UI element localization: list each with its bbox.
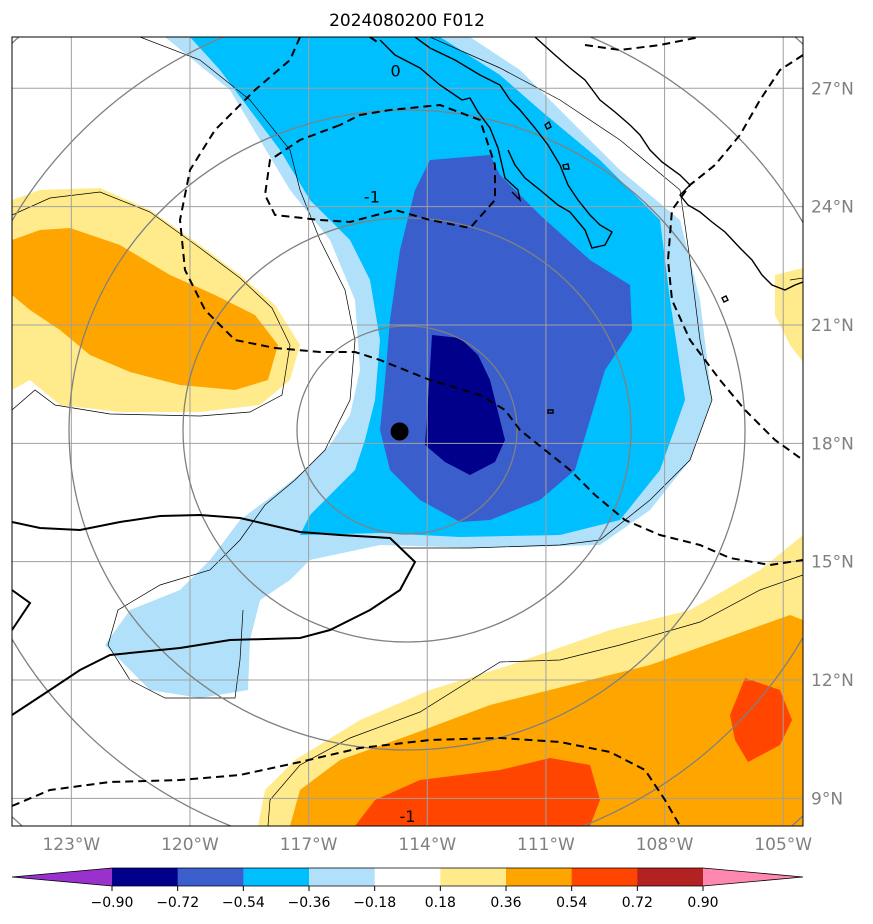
colorbar-segment [506,868,573,886]
colorbar-segment [243,868,310,886]
colorbar-under-arrow [12,868,112,886]
colorbar-segment [177,868,244,886]
plot-frame [11,36,804,827]
lat-tick-label: 27°N [811,79,854,99]
range-ring-1 [296,325,518,535]
fill-plus-036-west [12,228,278,390]
solid-contours [12,513,417,716]
range-ring-3 [68,109,746,751]
colorbar-tick-label: 0.72 [622,895,653,911]
lon-tick-label: 123°W [42,835,100,855]
fill-plus-054-south [355,758,600,826]
fill-outlines [12,37,803,826]
latitude-tick-labels: 27°N 24°N 21°N 18°N 15°N 12°N 9°N [811,79,854,809]
colorbar-tick-label: 0.18 [425,895,456,911]
colorbar: −0.90 −0.72 −0.54 −0.36 −0.18 0.18 0.36 0.54 0.7… [11,867,804,911]
colorbar-tick-label: −0.54 [222,895,265,911]
lon-tick-label: 120°W [161,835,219,855]
colorbar-tick-label: 0.90 [687,895,718,911]
storm-center-marker [390,422,409,441]
contour-dashed-south [12,736,681,826]
colorbar-segment [571,868,638,886]
outline-east-anomaly [789,277,803,281]
contour-label: -1 [400,807,416,826]
fill-plus-054-east [730,678,792,762]
contour-label: -1 [364,188,380,207]
coastline [379,37,803,414]
fill-plus-036-south [290,615,803,826]
coast-baja-east [414,37,613,249]
colorbar-segment [637,868,704,886]
colorbar-segment [309,868,376,886]
colorbar-tick-label: −0.72 [156,895,199,911]
negative-anomaly-fill [105,37,712,698]
lon-tick-label: 111°W [517,835,575,855]
lat-tick-label: 15°N [811,553,854,573]
fill-plus-018-east [775,268,803,362]
contour-solid-west [12,513,417,716]
outline-west-anomaly [12,191,291,417]
lon-tick-label: 105°W [754,835,812,855]
colorbar-segment [440,868,507,886]
colorbar-tick-label: 0.54 [556,895,587,911]
contour-labels: 0 -1 -1 [364,61,416,826]
colorbar-segment [112,868,179,886]
coast-baja-west [379,39,522,203]
colorbar-tick-label: −0.90 [91,895,134,911]
chart-title: 2024080200 F012 [329,11,485,31]
colorbar-tick-label: 0.36 [490,895,521,911]
outline-south-anomaly [267,574,803,826]
outline-negative-east [400,37,713,549]
lon-tick-label: 117°W [280,835,338,855]
contour-dashed-top [369,37,381,45]
fill-minus-072 [425,335,505,475]
colorbar-segment [374,868,441,886]
contour-dashed-north [178,37,803,567]
colorbar-tick-label: −0.18 [353,895,396,911]
coast-islet-1 [544,120,552,130]
colorbar-tick-label: −0.36 [288,895,331,911]
contour-solid-corner [12,589,32,631]
lat-tick-label: 24°N [811,198,854,218]
dashed-contours [12,37,803,826]
coast-mainland [534,37,803,291]
lat-tick-label: 21°N [811,316,854,336]
longitude-tick-labels: 123°W 120°W 117°W 114°W 111°W 108°W 105°W [42,835,812,855]
lat-tick-label: 12°N [811,671,854,691]
coast-islet-3 [721,295,729,303]
lon-tick-label: 114°W [398,835,456,855]
contour-dashed-east [666,54,803,461]
lon-tick-label: 108°W [636,835,694,855]
coast-islet-4 [547,409,554,414]
contour-dashed-ne [584,37,701,52]
coast-islet-2 [562,163,570,170]
range-ring-2 [182,217,632,643]
lat-tick-label: 9°N [811,789,843,809]
colorbar-over-arrow [703,868,803,886]
contour-label: 0 [391,61,401,80]
lat-lon-grid [12,37,803,826]
outline-negative-west [107,37,356,699]
lat-tick-label: 18°N [811,434,854,454]
